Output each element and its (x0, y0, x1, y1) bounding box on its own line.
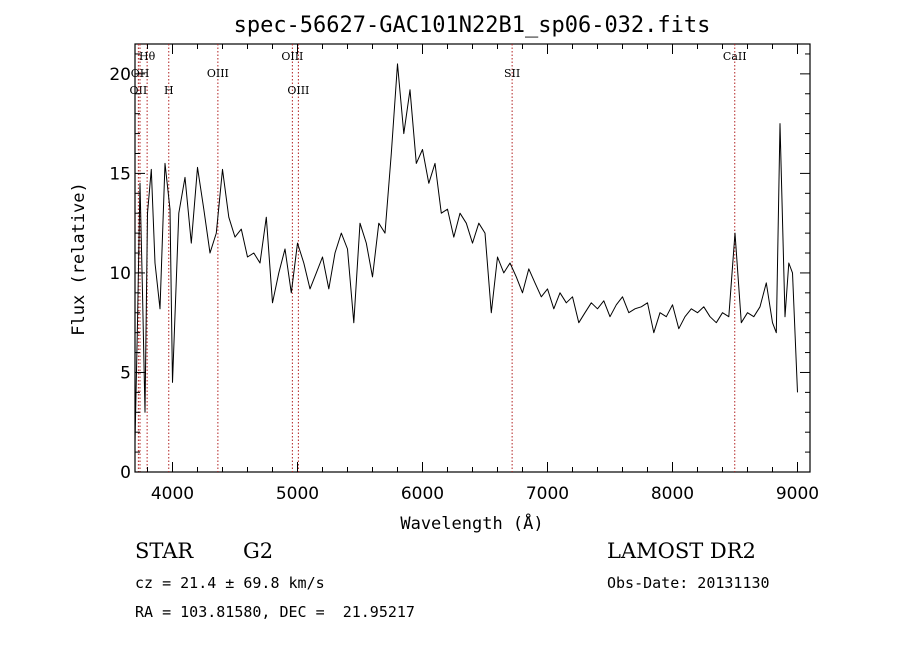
object-subclass: G2 (243, 539, 274, 563)
plot-border (134, 43, 811, 473)
coordinates: RA = 103.81580, DEC = 21.95217 (135, 603, 415, 621)
x-tick-label: 4000 (151, 484, 194, 504)
y-tick-label: 20 (109, 65, 131, 85)
y-axis-label: Flux (relative) (69, 182, 89, 336)
spectrum-series (134, 63, 798, 443)
survey-name: LAMOST DR2 (607, 539, 756, 563)
plot-frame (134, 43, 811, 473)
line-marker-label: OIII (281, 50, 303, 63)
y-axis: 0 5 10 15 20 (109, 53, 810, 483)
y-tick-label: 5 (120, 363, 131, 383)
spectrum-line (134, 63, 798, 443)
x-tick-label: 7000 (526, 484, 569, 504)
line-marker-label: OIII (207, 67, 229, 80)
x-tick-label: 5000 (276, 484, 319, 504)
y-tick-label: 10 (109, 264, 131, 284)
x-axis: 4000 5000 6000 7000 8000 9000 (147, 44, 819, 504)
x-tick-label: 8000 (651, 484, 694, 504)
x-tick-label: 9000 (776, 484, 819, 504)
y-tick-label: 0 (120, 463, 131, 483)
object-class: STAR (135, 539, 194, 563)
line-marker-label: CaII (723, 50, 747, 63)
chart-title: spec-56627-GAC101N22B1_sp06-032.fits (234, 13, 711, 38)
line-marker-label: SII (504, 67, 520, 80)
redshift-info: cz = 21.4 ± 69.8 km/s (135, 574, 325, 592)
line-marker-label: H (164, 84, 174, 97)
y-tick-label: 15 (109, 164, 131, 184)
x-tick-label: 6000 (401, 484, 444, 504)
obs-date: Obs-Date: 20131130 (607, 574, 770, 592)
line-marker-label: Hθ (139, 50, 156, 63)
x-axis-label: Wavelength (Å) (400, 512, 543, 534)
line-marker-label: OIII (287, 84, 309, 97)
line-marker-label: OII (130, 84, 148, 97)
